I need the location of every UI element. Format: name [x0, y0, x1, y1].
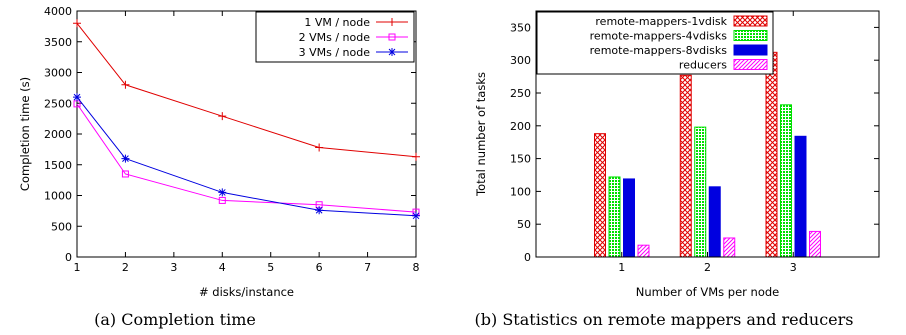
data-point: [315, 143, 324, 152]
x-tick-label: 8: [413, 261, 420, 274]
y-tick-label: 250: [510, 87, 531, 100]
legend-label: 2 VMs / node: [299, 31, 371, 44]
legend-marker: [388, 33, 396, 41]
bar: [708, 186, 721, 258]
y-tick-label: 300: [510, 54, 531, 67]
x-tick-label: 3: [170, 261, 177, 274]
legend-label: remote-mappers-4vdisks: [590, 30, 728, 43]
legend-marker: [388, 18, 396, 26]
data-point: [121, 170, 129, 178]
bar: [809, 230, 821, 258]
y-tick-label: 4000: [44, 5, 72, 18]
data-point: [73, 19, 81, 28]
y-tick-label: 200: [510, 120, 531, 133]
x-tick-label: 7: [364, 261, 371, 274]
series-line: [76, 103, 417, 213]
bar: [594, 133, 606, 258]
bar: [637, 244, 650, 258]
plot-frame: [76, 10, 417, 258]
y-tick-label: 150: [510, 153, 531, 166]
x-axis-label: # disks/instance: [199, 285, 294, 299]
data-point: [315, 206, 324, 215]
legend-swatch: [733, 15, 768, 27]
y-tick-label: 1500: [44, 159, 72, 172]
data-point: [412, 152, 420, 161]
x-tick-label: 6: [316, 261, 323, 274]
x-tick-label: 2: [704, 261, 711, 274]
completion-time-chart: 0 500 1000 1500 2000 2500 3000 3500 4000 1 2 3 4 5 6 7 8…: [18, 5, 420, 299]
data-point: [218, 112, 227, 121]
x-tick-label: 4: [219, 261, 226, 274]
data-point: [73, 93, 81, 102]
bar: [723, 237, 736, 258]
caption-a: (a) Completion time: [94, 310, 256, 329]
plot-frame: [535, 10, 880, 258]
y-axis-label: Total number of tasks: [474, 72, 488, 197]
legend-swatch: [733, 59, 768, 70]
x-tick-label: 3: [790, 261, 797, 274]
bar: [679, 74, 692, 258]
caption-b: (b) Statistics on remote mappers and red…: [475, 310, 854, 329]
y-tick-label: 2000: [44, 128, 72, 141]
y-tick-label: 0: [524, 251, 531, 264]
y-tick-label: 2500: [44, 97, 72, 110]
y-tick-label: 350: [510, 21, 531, 34]
task-statistics-chart: 0 50 100 150 200 250 300 350 1 2 3 Number of VMs pe…: [474, 10, 880, 299]
bar: [623, 178, 635, 258]
data-point: [121, 80, 130, 89]
x-tick-label: 5: [267, 261, 274, 274]
bar: [765, 51, 778, 258]
bar: [608, 176, 621, 258]
data-point: [412, 211, 420, 220]
legend-swatch: [733, 44, 768, 56]
x-tick-label: 1: [618, 261, 625, 274]
y-axis-label: Completion time (s): [18, 77, 32, 191]
y-tick-label: 1000: [44, 190, 72, 203]
x-tick-label: 2: [122, 261, 129, 274]
data-point: [121, 154, 130, 163]
legend-label: remote-mappers-1vdisk: [595, 15, 727, 28]
data-point: [218, 188, 227, 197]
y-tick-label: 100: [510, 185, 531, 198]
bar: [780, 104, 792, 258]
y-tick-label: 0: [65, 251, 72, 264]
y-tick-label: 500: [51, 220, 72, 233]
legend-swatch: [733, 30, 768, 41]
legend-label: remote-mappers-8vdisks: [590, 44, 728, 57]
bar: [794, 135, 807, 258]
y-tick-label: 3500: [44, 36, 72, 49]
legend-marker: [388, 48, 396, 56]
bar: [694, 126, 707, 258]
y-tick-label: 3000: [44, 67, 72, 80]
x-axis-label: Number of VMs per node: [636, 285, 780, 299]
legend-label: 1 VM / node: [304, 16, 370, 29]
legend-label: 3 VMs / node: [299, 46, 371, 59]
y-tick-label: 50: [517, 218, 531, 231]
legend-label: reducers: [679, 59, 727, 72]
data-point: [218, 196, 226, 204]
x-tick-label: 1: [74, 261, 81, 274]
